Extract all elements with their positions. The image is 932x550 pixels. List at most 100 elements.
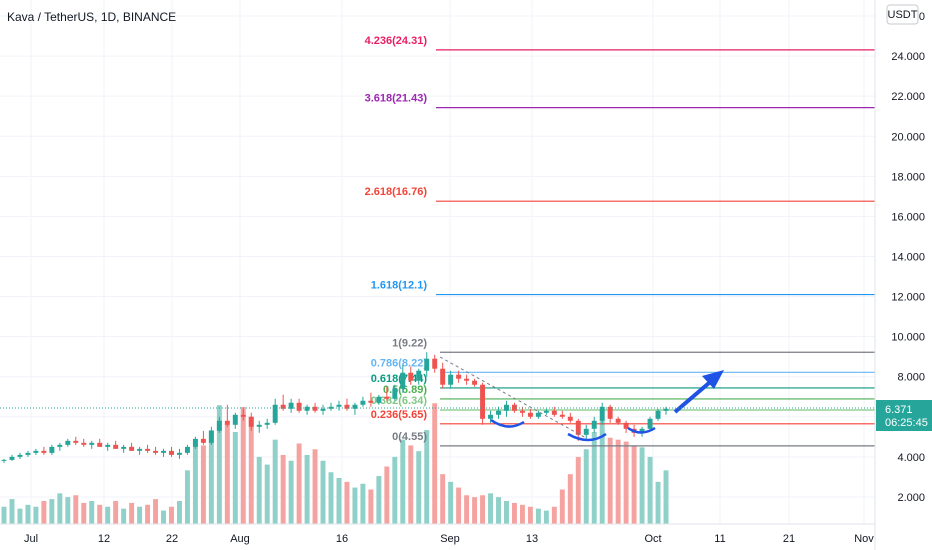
candle-body	[33, 450, 39, 453]
price-badge-value: 6.371	[885, 404, 913, 416]
candle-body	[519, 410, 525, 413]
time-axis: Jul 12 22 Aug 16 Sep 13 Oct 11 21 Nov	[0, 523, 875, 545]
candle-body	[89, 442, 95, 445]
volume-bar	[408, 445, 414, 524]
price-badge-countdown: 06:25:45	[885, 417, 928, 429]
candle-body	[65, 440, 71, 445]
currency-button[interactable]: USDT	[886, 4, 919, 25]
y-tick-label: 22.000	[891, 91, 925, 103]
candle-body	[264, 422, 270, 425]
volume-bar	[567, 474, 573, 524]
right-shoulder-arc	[627, 426, 656, 434]
candle-body	[176, 452, 182, 455]
volume-bar	[480, 495, 486, 524]
volume-bar	[336, 478, 342, 524]
volume-bar	[352, 487, 358, 524]
candle-body	[344, 404, 350, 409]
volume-bar	[424, 430, 430, 524]
candle-body	[551, 410, 557, 415]
candle-body	[320, 408, 326, 411]
candle-body	[280, 404, 286, 409]
volume-bar	[615, 439, 621, 524]
volume-bar	[169, 506, 174, 524]
candle-body	[368, 400, 374, 403]
volume-bar	[232, 432, 238, 524]
candle-body	[145, 448, 151, 451]
candle-body	[472, 380, 478, 385]
candle-body	[248, 416, 254, 427]
volume-bars	[1, 403, 669, 524]
fib-label-3-618: 3.618(21.43)	[365, 93, 428, 105]
price-badge: 6.371 06:25:45	[876, 400, 932, 431]
head-arc	[567, 432, 607, 442]
candle-body	[153, 450, 159, 453]
candle-body	[392, 388, 398, 399]
volume-bar	[65, 497, 71, 524]
candle-body	[312, 406, 318, 411]
volume-bar	[511, 502, 517, 524]
candle-body	[615, 418, 621, 423]
volume-bar	[73, 495, 79, 524]
candle-body	[169, 450, 174, 455]
candle-body	[464, 378, 470, 381]
volume-bar	[575, 456, 581, 524]
volume-bar	[464, 495, 470, 524]
volume-bar	[129, 502, 135, 524]
volume-bar	[519, 504, 525, 524]
pattern-annotations	[439, 356, 724, 442]
candle-body	[400, 372, 406, 389]
candle-body	[224, 420, 230, 425]
volume-bar	[288, 460, 294, 524]
candle-body	[440, 368, 446, 385]
volume-bar	[368, 489, 374, 524]
chart-title: Kava / TetherUS, 1D, BINANCE	[7, 10, 176, 24]
volume-bar	[304, 455, 310, 524]
x-tick-label: Sep	[440, 533, 460, 545]
candle-body	[137, 448, 143, 451]
volume-bar	[551, 506, 557, 524]
candle-body	[496, 410, 501, 415]
volume-bar	[647, 456, 653, 524]
candle-body	[200, 438, 206, 443]
volume-bar	[496, 497, 501, 524]
volume-bar	[49, 499, 55, 524]
y-tick-label: 4.000	[897, 452, 925, 464]
volume-bar	[583, 449, 589, 524]
candle-body	[232, 414, 238, 425]
candle-body	[480, 384, 486, 419]
x-tick-label: 16	[336, 533, 348, 545]
fib-label-0-236: 0.236(5.65)	[371, 409, 428, 421]
candle-body	[607, 406, 613, 419]
candle-body	[208, 430, 214, 443]
candle-body	[543, 410, 549, 413]
volume-bar	[312, 449, 318, 524]
volume-bar	[272, 439, 278, 524]
candle-body	[448, 374, 454, 385]
volume-bar	[488, 493, 494, 524]
volume-bar	[216, 405, 222, 524]
candle-body	[408, 372, 414, 381]
volume-bar	[360, 483, 366, 524]
volume-bar	[41, 501, 47, 524]
volume-bar	[376, 476, 382, 524]
x-tick-label: Nov	[854, 533, 874, 545]
volume-bar	[33, 506, 39, 524]
volume-bar	[440, 474, 446, 524]
volume-bar	[663, 470, 669, 524]
candle-body	[184, 446, 190, 453]
x-tick-label: 11	[714, 533, 725, 545]
candle-body	[504, 404, 509, 411]
candle-body	[336, 404, 342, 407]
volume-bar	[639, 447, 645, 524]
projection-arrow-head	[702, 370, 724, 389]
fib-label-1: 1(9.22)	[392, 337, 427, 349]
candle-body	[121, 446, 127, 449]
volume-bar	[280, 455, 286, 524]
volume-bar	[192, 439, 198, 524]
candlesticks	[1, 352, 669, 463]
x-tick-label: Jul	[24, 533, 38, 545]
candle-body	[328, 406, 334, 409]
price-axis: 2.0004.0006.0008.00010.00012.00014.00016…	[874, 0, 925, 550]
volume-bar	[1, 506, 7, 524]
